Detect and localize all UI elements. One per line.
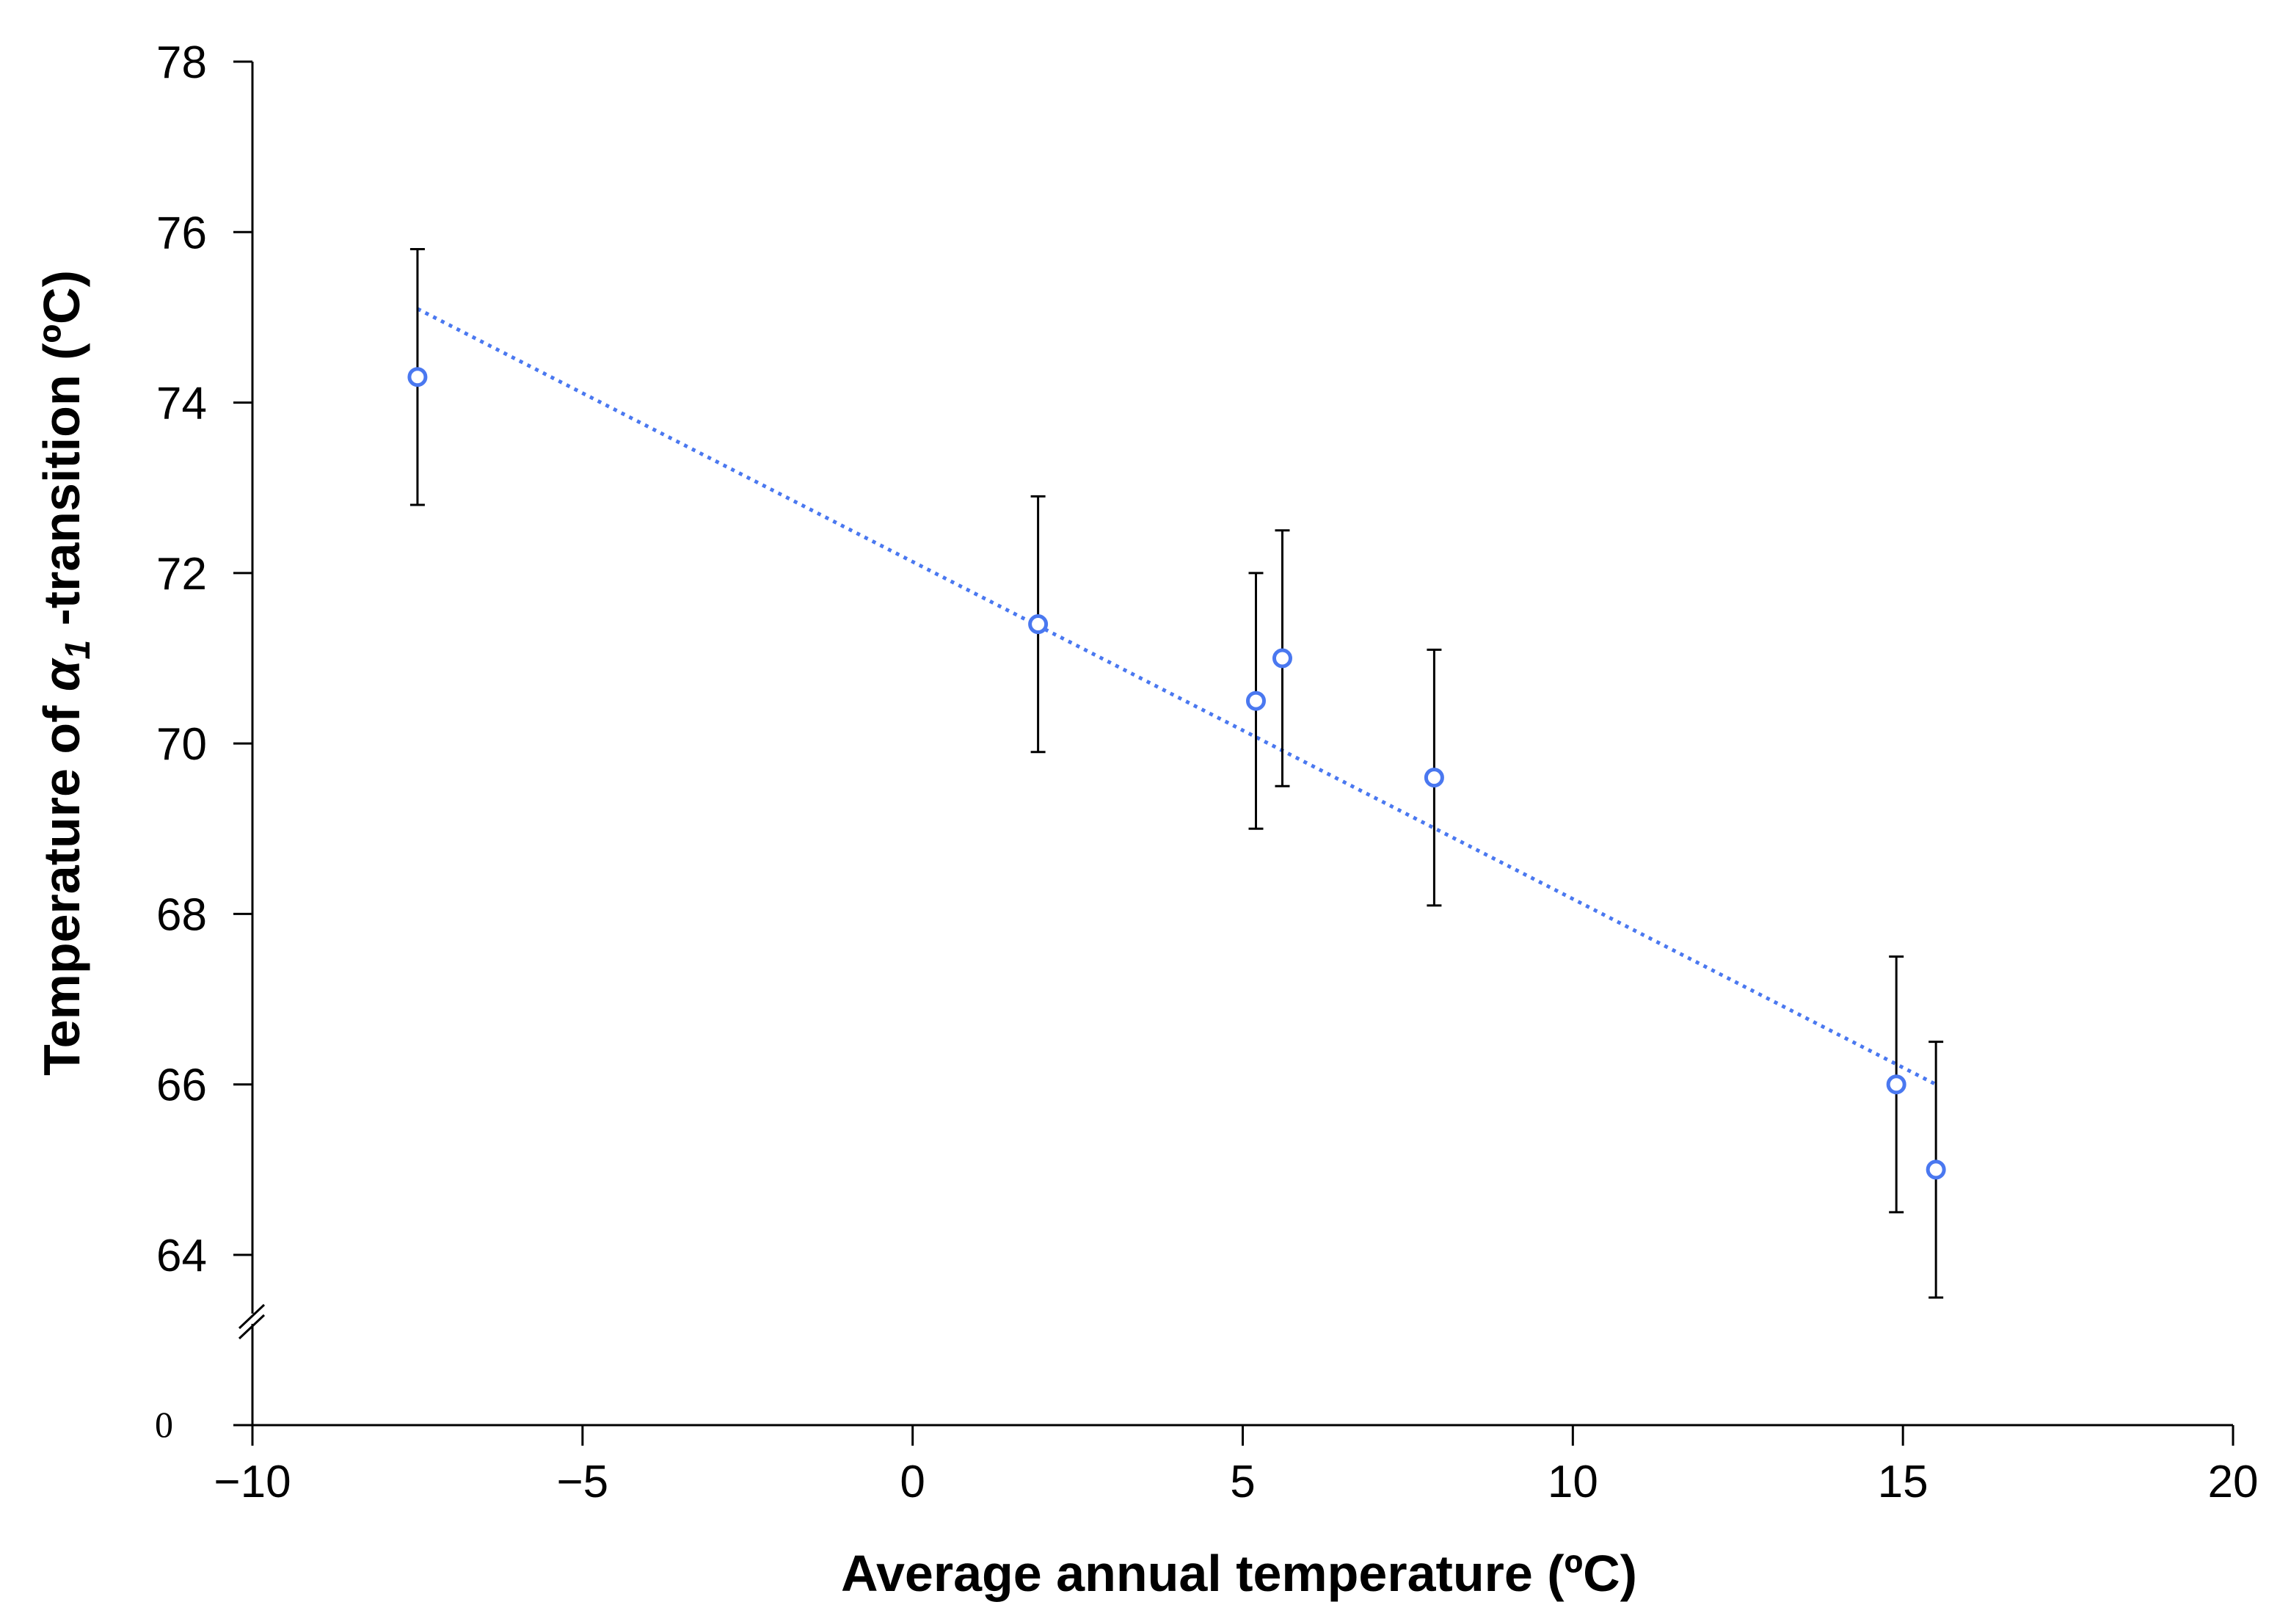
y-break-zero-label: 0 — [155, 1404, 173, 1445]
y-tick-label: 76 — [156, 208, 207, 258]
x-tick-label: 20 — [2208, 1457, 2259, 1507]
y-axis-title-suffix: -transition (ºC) — [33, 270, 90, 640]
y-tick-label: 66 — [156, 1060, 207, 1111]
x-tick-label: 10 — [1548, 1457, 1598, 1507]
y-tick-label: 78 — [156, 37, 207, 88]
x-tick-label: −5 — [556, 1457, 608, 1507]
x-tick-label: 5 — [1230, 1457, 1255, 1507]
data-point — [1245, 691, 1266, 711]
x-ticks: −10 −5 0 5 10 15 20 — [214, 1425, 2258, 1507]
data-points — [407, 367, 1946, 1180]
x-tick-label: 0 — [900, 1457, 925, 1507]
x-tick-label: 15 — [1878, 1457, 1928, 1507]
trendline — [416, 307, 1937, 1086]
y-axis-title-prefix: Temperature of — [33, 691, 90, 1076]
y-axis-title-subscript: 1 — [59, 640, 98, 660]
y-tick-label: 72 — [156, 549, 207, 600]
y-axis-break-marks — [238, 1303, 266, 1340]
error-bars — [409, 248, 1944, 1299]
y-axis-title-symbol: α — [33, 658, 90, 691]
y-tick-label: 70 — [156, 719, 207, 770]
data-point — [1886, 1074, 1906, 1095]
y-ticks: 64 66 68 70 72 74 76 78 — [156, 37, 252, 1427]
data-point — [1272, 648, 1292, 669]
data-point — [1424, 768, 1444, 788]
y-axis-title: Temperature of α1 -transition (ºC) — [33, 270, 98, 1076]
y-tick-label: 68 — [156, 889, 207, 940]
x-tick-label: −10 — [214, 1457, 291, 1507]
data-point — [1028, 614, 1049, 635]
x-axis-title: Average annual temperature (ºC) — [841, 1545, 1637, 1602]
data-point — [407, 367, 428, 387]
break-mark — [238, 1314, 266, 1340]
y-tick-label: 64 — [156, 1231, 207, 1281]
y-tick-label: 74 — [156, 379, 207, 429]
data-point — [1926, 1159, 1946, 1180]
break-mark — [238, 1303, 266, 1330]
